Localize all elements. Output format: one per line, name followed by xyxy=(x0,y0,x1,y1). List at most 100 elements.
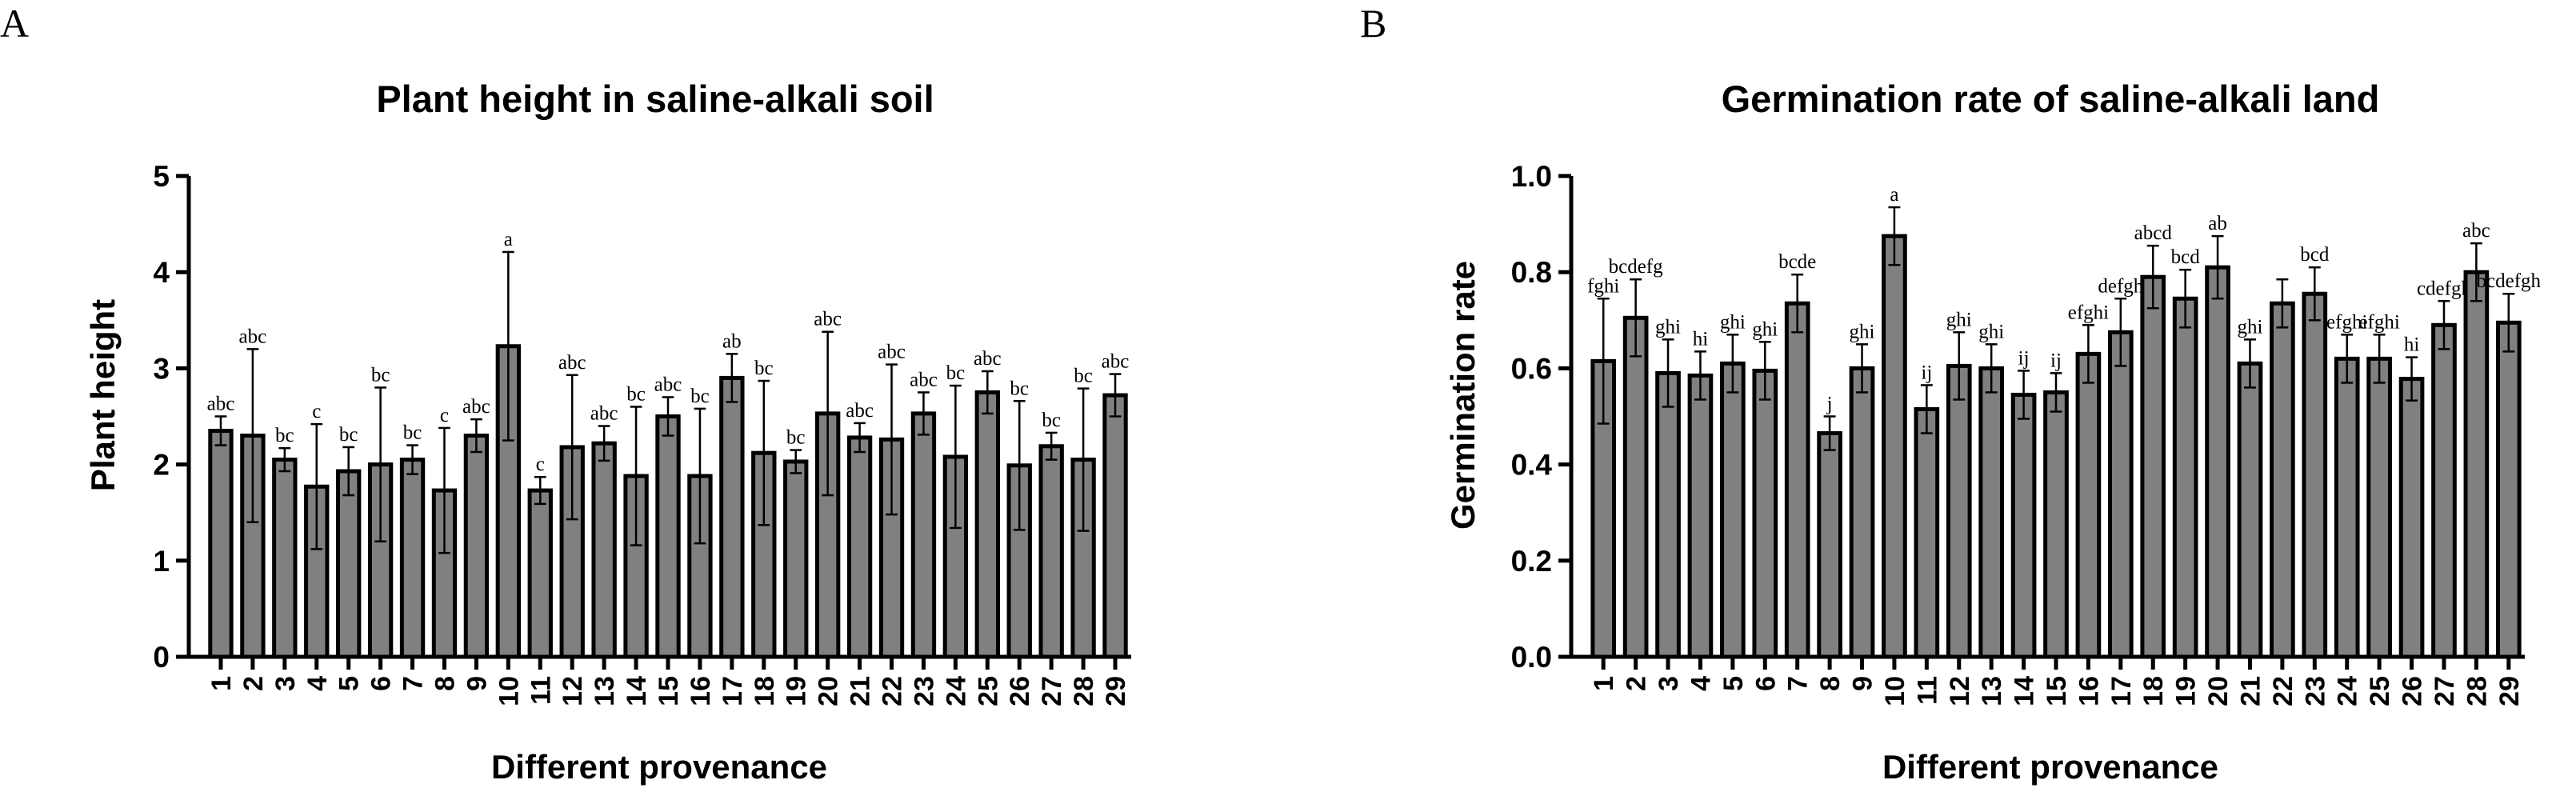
x-tick-label: 20 xyxy=(2203,676,2234,706)
bar xyxy=(974,390,1000,659)
bar xyxy=(1622,315,1649,659)
bar xyxy=(1720,361,1746,659)
significance-label: ab xyxy=(722,330,742,352)
significance-label: ghi xyxy=(1720,311,1746,333)
bar xyxy=(1849,366,1875,659)
significance-label: abc xyxy=(654,374,682,395)
bar xyxy=(1784,301,1810,659)
y-tick-label: 5 xyxy=(153,160,170,193)
significance-label: ij xyxy=(2018,347,2030,369)
bar xyxy=(783,459,809,659)
plot-area: 0.0 0.2 0.4 0.6 0.8 1.0 1 fghi 2 bcdefg 3 ghi 4 hi 5 gh… xyxy=(1511,160,2542,706)
significance-label: bc xyxy=(1042,410,1061,431)
x-tick-label: 9 xyxy=(1848,676,1878,691)
x-tick-label: 6 xyxy=(1750,676,1781,691)
x-tick-label: 15 xyxy=(654,676,684,706)
significance-label: bc xyxy=(626,383,646,405)
x-tick-label: 12 xyxy=(558,676,588,706)
bar xyxy=(2463,270,2490,659)
x-tick-label: 5 xyxy=(334,676,365,691)
bar xyxy=(2431,322,2457,659)
significance-label: efghi xyxy=(2068,302,2109,323)
significance-label: bc xyxy=(946,362,966,384)
significance-label: ghi xyxy=(2238,316,2263,338)
significance-label: bc xyxy=(371,364,390,386)
x-axis-label: Different provenance xyxy=(1882,748,2218,786)
bar xyxy=(2010,392,2037,659)
x-tick-label: 18 xyxy=(2138,676,2169,706)
bar xyxy=(2107,330,2134,659)
x-tick-label: 8 xyxy=(1815,676,1846,691)
x-tick-label: 2 xyxy=(238,676,269,691)
bar xyxy=(399,458,426,659)
bar xyxy=(1102,393,1128,659)
bar xyxy=(655,414,681,659)
x-axis-label: Different provenance xyxy=(491,748,827,786)
chart-panel-a: A Plant height in saline-alkali soil Pla… xyxy=(0,1,1131,786)
bar xyxy=(336,469,362,659)
bar xyxy=(1914,406,1940,659)
y-tick-label: 0 xyxy=(153,641,170,674)
significance-label: a xyxy=(504,229,513,250)
x-tick-label: 10 xyxy=(494,676,524,706)
x-tick-label: 16 xyxy=(2074,676,2104,706)
x-tick-label: 29 xyxy=(2494,676,2525,706)
x-tick-label: 18 xyxy=(750,676,780,706)
significance-label: bc xyxy=(275,425,294,446)
significance-label: a xyxy=(1890,184,1898,206)
x-tick-label: 5 xyxy=(1718,676,1749,691)
x-tick-label: 10 xyxy=(1880,676,1910,706)
panel-label: A xyxy=(0,1,29,46)
x-tick-label: 27 xyxy=(1037,676,1067,706)
x-tick-label: 20 xyxy=(814,676,844,706)
significance-label: bc xyxy=(690,386,710,407)
x-tick-label: 7 xyxy=(398,676,429,691)
x-tick-label: 28 xyxy=(2462,676,2492,706)
significance-label: ij xyxy=(1921,362,1932,383)
y-axis-label: Germination rate xyxy=(1444,261,1482,530)
x-tick-label: 23 xyxy=(909,676,939,706)
x-tick-label: 4 xyxy=(1686,676,1716,691)
significance-label: bcd xyxy=(2300,244,2330,266)
bar xyxy=(208,429,234,659)
bar xyxy=(1946,363,1972,659)
significance-label: c xyxy=(536,454,545,475)
bar xyxy=(2043,390,2069,659)
y-tick-label: 1 xyxy=(153,545,170,578)
significance-label: bc xyxy=(1010,378,1029,399)
x-tick-label: 15 xyxy=(2042,676,2072,706)
significance-label: abc xyxy=(2462,220,2490,242)
x-tick-label: 7 xyxy=(1783,676,1814,691)
significance-label: ab xyxy=(2208,213,2227,234)
significance-label: bc xyxy=(1074,366,1093,387)
x-tick-label: 16 xyxy=(686,676,716,706)
x-tick-label: 6 xyxy=(366,676,397,691)
significance-label: efghi xyxy=(2326,311,2367,333)
y-tick-label: 0.0 xyxy=(1511,641,1552,674)
significance-label: abc xyxy=(846,400,874,422)
bar xyxy=(1655,370,1681,659)
bar xyxy=(2140,274,2166,659)
x-tick-label: 8 xyxy=(430,676,460,691)
x-tick-label: 3 xyxy=(1654,676,1684,691)
bar xyxy=(2398,377,2425,659)
significance-label: cdefgh xyxy=(2417,278,2472,299)
x-tick-label: 12 xyxy=(1945,676,1975,706)
significance-label: abc xyxy=(590,403,618,425)
bar xyxy=(431,488,458,659)
significance-label: bc xyxy=(786,427,806,449)
x-tick-label: 4 xyxy=(302,676,333,691)
x-tick-label: 19 xyxy=(782,676,812,706)
x-tick-label: 17 xyxy=(718,676,748,706)
bar xyxy=(1687,373,1714,659)
bar xyxy=(272,458,298,659)
significance-label: abc xyxy=(1102,351,1130,373)
significance-label: ghi xyxy=(1850,321,1875,342)
bar xyxy=(846,435,873,659)
significance-label: abc xyxy=(878,342,906,363)
bar xyxy=(2237,361,2263,659)
y-tick-label: 0.2 xyxy=(1511,545,1552,578)
significance-label: defgh xyxy=(2098,275,2143,297)
x-tick-label: 28 xyxy=(1069,676,1099,706)
bar xyxy=(1817,431,1842,659)
